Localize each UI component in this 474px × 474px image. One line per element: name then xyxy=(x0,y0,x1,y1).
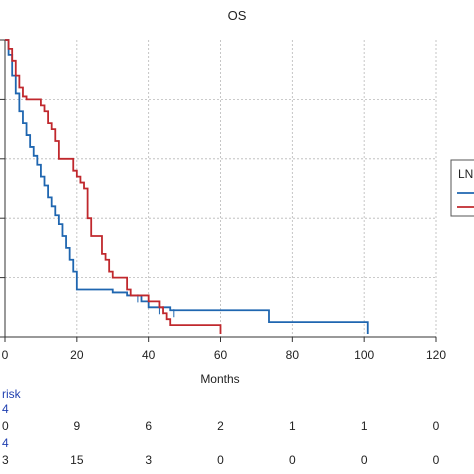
x-tick-label: 0 xyxy=(2,348,9,362)
risk-table-title: risk xyxy=(2,387,22,401)
risk-value: 2 xyxy=(217,419,224,433)
risk-row-label: 4 xyxy=(2,436,9,450)
legend-title: LN xyxy=(458,167,473,181)
grid xyxy=(5,40,437,337)
risk-value: 1 xyxy=(289,419,296,433)
risk-value: 9 xyxy=(73,419,80,433)
km-curve-1 xyxy=(5,39,369,335)
risk-value: 0 xyxy=(289,453,296,467)
risk-value: 0 xyxy=(217,453,224,467)
km-curve-2 xyxy=(5,39,222,335)
x-ticks: 0 20 40 60 80 100 120 xyxy=(2,337,446,362)
series-group xyxy=(5,39,369,335)
risk-value: 6 xyxy=(145,419,152,433)
risk-row-label: 3 xyxy=(2,453,9,467)
risk-value: 3 xyxy=(145,453,152,467)
x-tick-label: 120 xyxy=(426,348,446,362)
risk-value: 0 xyxy=(433,453,440,467)
x-tick-label: 20 xyxy=(70,348,84,362)
chart-title: OS xyxy=(228,8,247,23)
risk-row-label: 4 xyxy=(2,402,9,416)
legend: LN xyxy=(450,159,474,217)
risk-row-label: 0 xyxy=(2,419,9,433)
legend-box xyxy=(450,159,474,217)
risk-value: 15 xyxy=(70,453,84,467)
risk-value: 0 xyxy=(433,419,440,433)
x-tick-label: 100 xyxy=(354,348,374,362)
axes xyxy=(0,39,436,338)
x-tick-label: 40 xyxy=(142,348,156,362)
x-axis-label: Months xyxy=(200,372,239,386)
x-tick-label: 80 xyxy=(286,348,300,362)
risk-value: 0 xyxy=(361,453,368,467)
x-tick-label: 60 xyxy=(214,348,228,362)
risk-value: 1 xyxy=(361,419,368,433)
